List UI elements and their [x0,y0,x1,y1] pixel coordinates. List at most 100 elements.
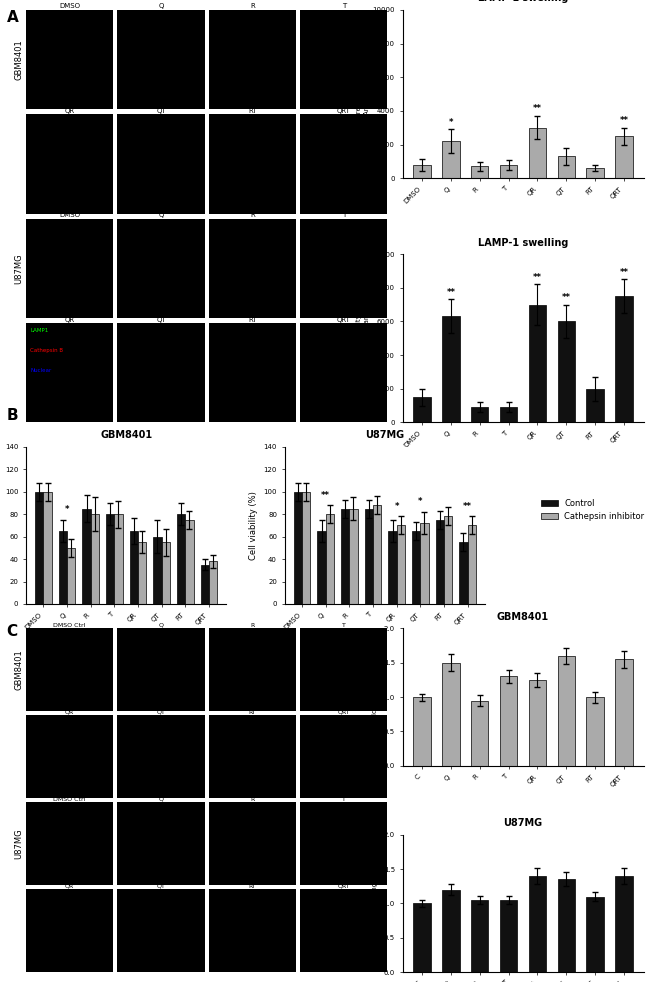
Text: B: B [6,408,18,422]
Title: T: T [342,623,346,627]
Bar [83,509,90,604]
Bar [177,515,185,604]
Bar [616,659,632,766]
Text: **: ** [463,502,472,511]
Bar [153,536,162,604]
Bar [106,515,114,604]
Text: C: C [6,624,18,638]
Text: A: A [6,10,18,25]
Bar [413,697,431,766]
Bar [185,519,194,604]
Bar [130,531,138,604]
Title: GBM8401: GBM8401 [497,612,549,622]
Text: *: * [448,118,453,127]
Bar [162,542,170,604]
Text: **: ** [533,104,542,113]
Y-axis label: Area intensity
( Area x mean): Area intensity ( Area x mean) [356,68,370,120]
Text: *: * [395,502,399,511]
Title: T: T [342,797,346,802]
Title: Q: Q [159,3,164,10]
Bar [388,531,396,604]
Text: *: * [418,497,422,507]
Title: QR: QR [64,108,75,114]
Text: **: ** [619,268,629,277]
Bar [467,525,476,604]
Bar [67,548,75,604]
Text: *: * [65,505,70,515]
Title: LAMP-1 swelling: LAMP-1 swelling [478,238,568,247]
Title: QT: QT [157,710,166,715]
Bar [529,128,546,178]
Title: QT: QT [156,316,166,323]
Title: GBM8401: GBM8401 [100,430,152,441]
Title: R: R [250,623,255,627]
Title: RT: RT [249,710,256,715]
Text: LAMP1: LAMP1 [31,328,49,333]
Title: U87MG: U87MG [365,430,404,441]
Bar [500,408,517,422]
Bar [349,509,358,604]
Y-axis label: GBM8401: GBM8401 [14,649,23,690]
Title: QT: QT [157,884,166,889]
Bar [558,656,575,766]
Bar [471,408,488,422]
Bar [302,492,310,604]
Title: DMSO Ctrl: DMSO Ctrl [53,623,86,627]
Legend: Control, Cathepsin inhibitor: Control, Cathepsin inhibitor [538,495,647,524]
Bar [341,509,349,604]
Text: **: ** [562,293,571,302]
Bar [500,165,517,178]
Title: R: R [250,212,255,218]
Title: R: R [250,3,255,10]
Bar [616,297,632,422]
Bar [442,316,460,422]
Bar [421,523,428,604]
Bar [471,700,488,766]
Bar [436,519,444,604]
Bar [396,525,405,604]
Title: T: T [342,3,346,10]
Bar [90,515,99,604]
Bar [326,515,334,604]
Y-axis label: U87MG: U87MG [14,253,23,284]
Title: QRT: QRT [337,884,350,889]
Bar [471,900,488,972]
Bar [413,903,431,972]
Y-axis label: Fold of change: Fold of change [372,672,378,723]
Title: QRT: QRT [337,316,351,323]
Bar [201,565,209,604]
Bar [529,680,546,766]
Bar [529,876,546,972]
Y-axis label: Fold of change: Fold of change [372,878,378,929]
Title: DMSO: DMSO [59,3,80,10]
Title: QT: QT [156,108,166,114]
Title: RT: RT [248,316,257,323]
Text: Cathepsin B: Cathepsin B [31,348,63,353]
Title: RT: RT [249,884,256,889]
Text: **: ** [447,288,456,297]
Title: Q: Q [159,212,164,218]
Title: QR: QR [65,884,74,889]
Bar [35,492,44,604]
Bar [586,897,604,972]
Title: RT: RT [248,108,257,114]
Bar [616,876,632,972]
Bar [500,900,517,972]
Bar [558,879,575,972]
Y-axis label: Area intensity
( Area x mean): Area intensity ( Area x mean) [356,312,370,364]
Bar [442,890,460,972]
Bar [373,505,382,604]
Bar [294,492,302,604]
Bar [365,509,373,604]
Text: **: ** [321,491,330,500]
Title: T: T [342,212,346,218]
Bar [209,562,217,604]
Title: QR: QR [64,316,75,323]
Bar [317,531,326,604]
Bar [586,168,604,178]
Title: U87MG: U87MG [504,818,543,828]
Bar [586,697,604,766]
Title: QRT: QRT [337,710,350,715]
Bar [471,166,488,178]
Bar [616,136,632,178]
